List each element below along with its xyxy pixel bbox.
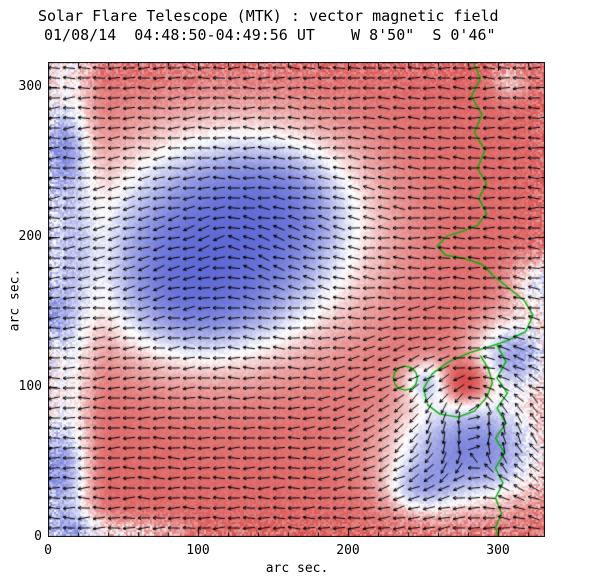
x-tick-label-100: 100 xyxy=(186,543,210,558)
x-axis-label: arc sec. xyxy=(265,561,329,576)
x-tick-label-300: 300 xyxy=(486,543,510,558)
x-tick-label-0: 0 xyxy=(44,543,52,558)
plot-title: Solar Flare Telescope (MTK) : vector mag… xyxy=(38,7,499,25)
y-tick-label-300: 300 xyxy=(18,79,42,94)
plot-subtitle: 01/08/14 04:48:50-04:49:56 UT W 8'50" S … xyxy=(44,26,496,44)
y-tick-label-100: 100 xyxy=(18,379,42,394)
vector-field-canvas xyxy=(48,62,545,537)
y-axis-label: arc sec. xyxy=(7,268,23,332)
y-tick-label-200: 200 xyxy=(18,229,42,244)
x-tick-label-200: 200 xyxy=(336,543,360,558)
y-tick-label-0: 0 xyxy=(34,529,42,544)
